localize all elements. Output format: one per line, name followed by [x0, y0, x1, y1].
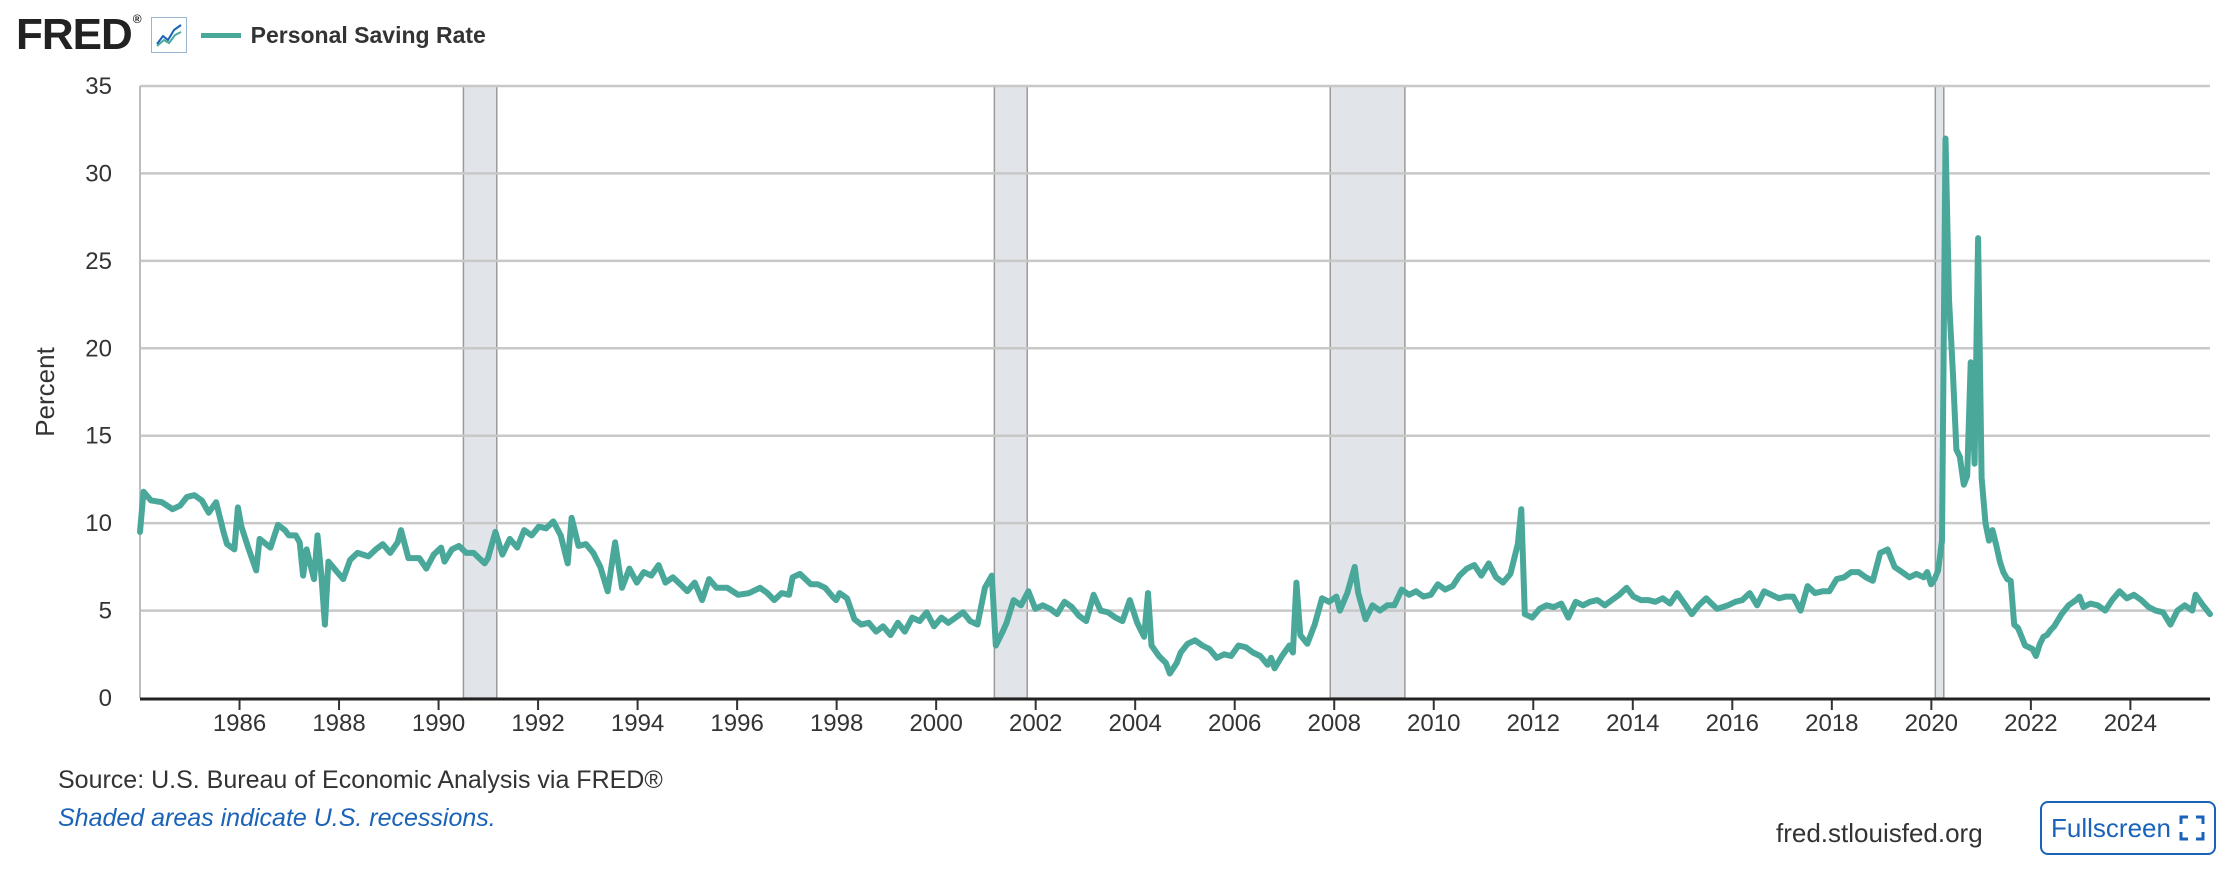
x-tick-label: 1996 [710, 710, 763, 737]
x-tick-label: 2010 [1407, 710, 1460, 737]
grid-lines [139, 84, 2210, 698]
x-tick-label: 1990 [412, 710, 465, 737]
x-tick-label: 2018 [1805, 710, 1858, 737]
recession-band-2 [1329, 85, 1406, 699]
x-tick-label: 2012 [1507, 710, 1560, 737]
fred-logo[interactable]: FRED® [16, 10, 142, 59]
x-tick-label: 2022 [2004, 710, 2057, 737]
x-tick-label: 2016 [1706, 710, 1759, 737]
y-tick-label: 15 [85, 423, 112, 450]
x-tick-label: 1986 [213, 710, 266, 737]
x-tick-label: 2024 [2104, 710, 2157, 737]
y-tick-label: 5 [99, 598, 112, 625]
x-tick-label: 2002 [1009, 710, 1062, 737]
y-axis: 0 5 10 15 20 25 30 35 [85, 73, 112, 712]
y-tick-label: 0 [99, 685, 112, 712]
x-axis: 1986 1988 1990 1992 1994 1996 1998 2000 2002 2004… [140, 697, 2210, 737]
legend-label: Personal Saving Rate [250, 21, 486, 48]
series-line-0[interactable] [137, 135, 2213, 677]
site-url[interactable]: fred.stlouisfed.org [1776, 818, 1983, 848]
fullscreen-button[interactable]: Fullscreen [2040, 801, 2216, 855]
source-note: Source: U.S. Bureau of Economic Analysis… [58, 766, 663, 794]
legend-swatch [200, 32, 241, 38]
fullscreen-icon [2179, 815, 2205, 841]
recession-shading [462, 85, 1945, 699]
recession-note: Shaded areas indicate U.S. recessions. [58, 804, 496, 832]
y-tick-label: 20 [85, 335, 112, 362]
y-axis-title: Percent [30, 346, 60, 436]
y-tick-label: 25 [85, 248, 112, 275]
x-tick-label: 1994 [611, 710, 664, 737]
y-tick-label: 10 [85, 510, 112, 537]
x-tick-label: 2008 [1308, 710, 1361, 737]
x-tick-label: 2004 [1108, 710, 1161, 737]
y-tick-label: 35 [85, 73, 112, 100]
recession-band-0 [462, 85, 498, 699]
x-tick-label: 2020 [1905, 710, 1958, 737]
x-tick-label: 1998 [810, 710, 863, 737]
x-tick-label: 2000 [909, 710, 962, 737]
line-graph-icon[interactable] [150, 17, 187, 53]
series-layer [137, 135, 2213, 677]
y-tick-label: 30 [85, 160, 112, 187]
fullscreen-label: Fullscreen [2051, 812, 2171, 843]
chart-header: FRED® Personal Saving Rate [16, 10, 486, 60]
x-tick-label: 2006 [1208, 710, 1261, 737]
x-tick-label: 2014 [1606, 710, 1659, 737]
x-tick-label: 1988 [312, 710, 365, 737]
x-tick-label: 1992 [511, 710, 564, 737]
